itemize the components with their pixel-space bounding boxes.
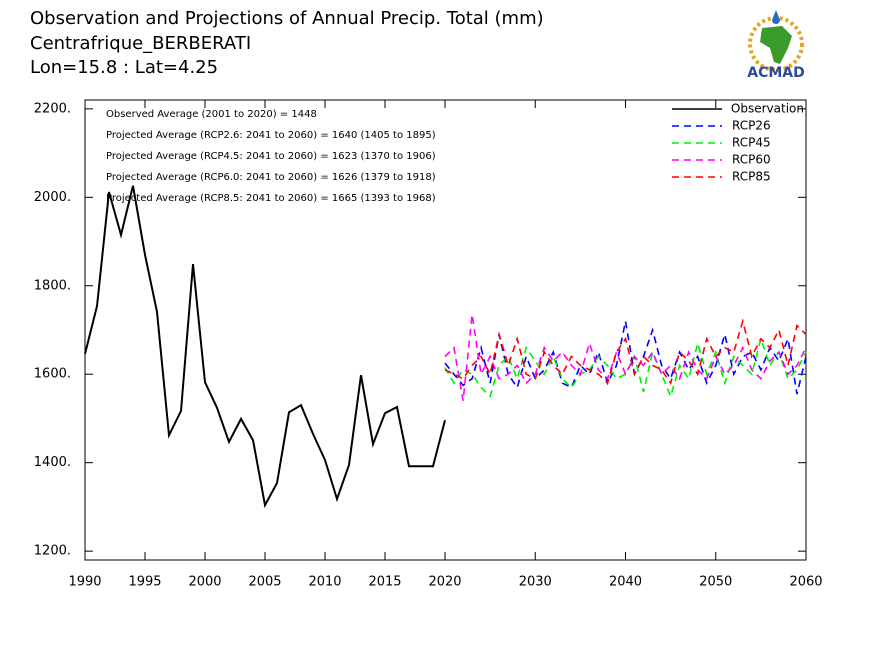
legend-label: RCP60	[732, 153, 771, 167]
logo-text: ACMAD	[747, 65, 805, 81]
logo: ACMAD	[747, 10, 805, 81]
series-line	[84, 185, 446, 509]
legend-label: RCP26	[732, 119, 771, 133]
x-tick-label: 2015	[368, 575, 401, 590]
y-tick-label: 2000.	[34, 190, 71, 205]
annotation: Projected Average (RCP6.0: 2041 to 2060)…	[106, 172, 436, 183]
chart-location: Lon=15.8 : Lat=4.25	[30, 57, 218, 78]
x-tick-label: 2000	[188, 575, 221, 590]
x-tick-label: 2010	[308, 575, 341, 590]
annotation: Observed Average (2001 to 2020) = 1448	[106, 109, 317, 120]
x-tick-label: 2005	[248, 575, 281, 590]
chart-title: Observation and Projections of Annual Pr…	[30, 8, 544, 29]
x-tick-label: 2050	[699, 575, 732, 590]
x-tick-label: 2060	[789, 575, 822, 590]
x-tick-label: 2020	[428, 575, 461, 590]
legend-label: RCP45	[732, 136, 771, 150]
chart-subtitle: Centrafrique_BERBERATI	[30, 33, 251, 54]
annotation: Projected Average (RCP2.6: 2041 to 2060)…	[106, 130, 436, 141]
series-line	[444, 314, 807, 401]
legend-label: Observation	[731, 102, 804, 116]
y-tick-label: 1400.	[34, 455, 71, 470]
x-tick-label: 1995	[128, 575, 161, 590]
x-tick-label: 2040	[609, 575, 642, 590]
x-tick-label: 2030	[519, 575, 552, 590]
series-line	[444, 318, 807, 385]
annotation: Projected Average (RCP4.5: 2041 to 2060)…	[106, 151, 436, 162]
legend-label: RCP85	[732, 170, 771, 184]
y-tick-label: 1800.	[34, 278, 71, 293]
y-tick-label: 1200.	[34, 544, 71, 559]
plot-frame	[84, 99, 807, 561]
y-tick-label: 2200.	[34, 101, 71, 116]
series-line	[444, 335, 807, 399]
y-tick-label: 1600.	[34, 367, 71, 382]
annotation: Projected Average (RCP8.5: 2041 to 2060)…	[106, 193, 436, 204]
x-tick-label: 1990	[68, 575, 101, 590]
